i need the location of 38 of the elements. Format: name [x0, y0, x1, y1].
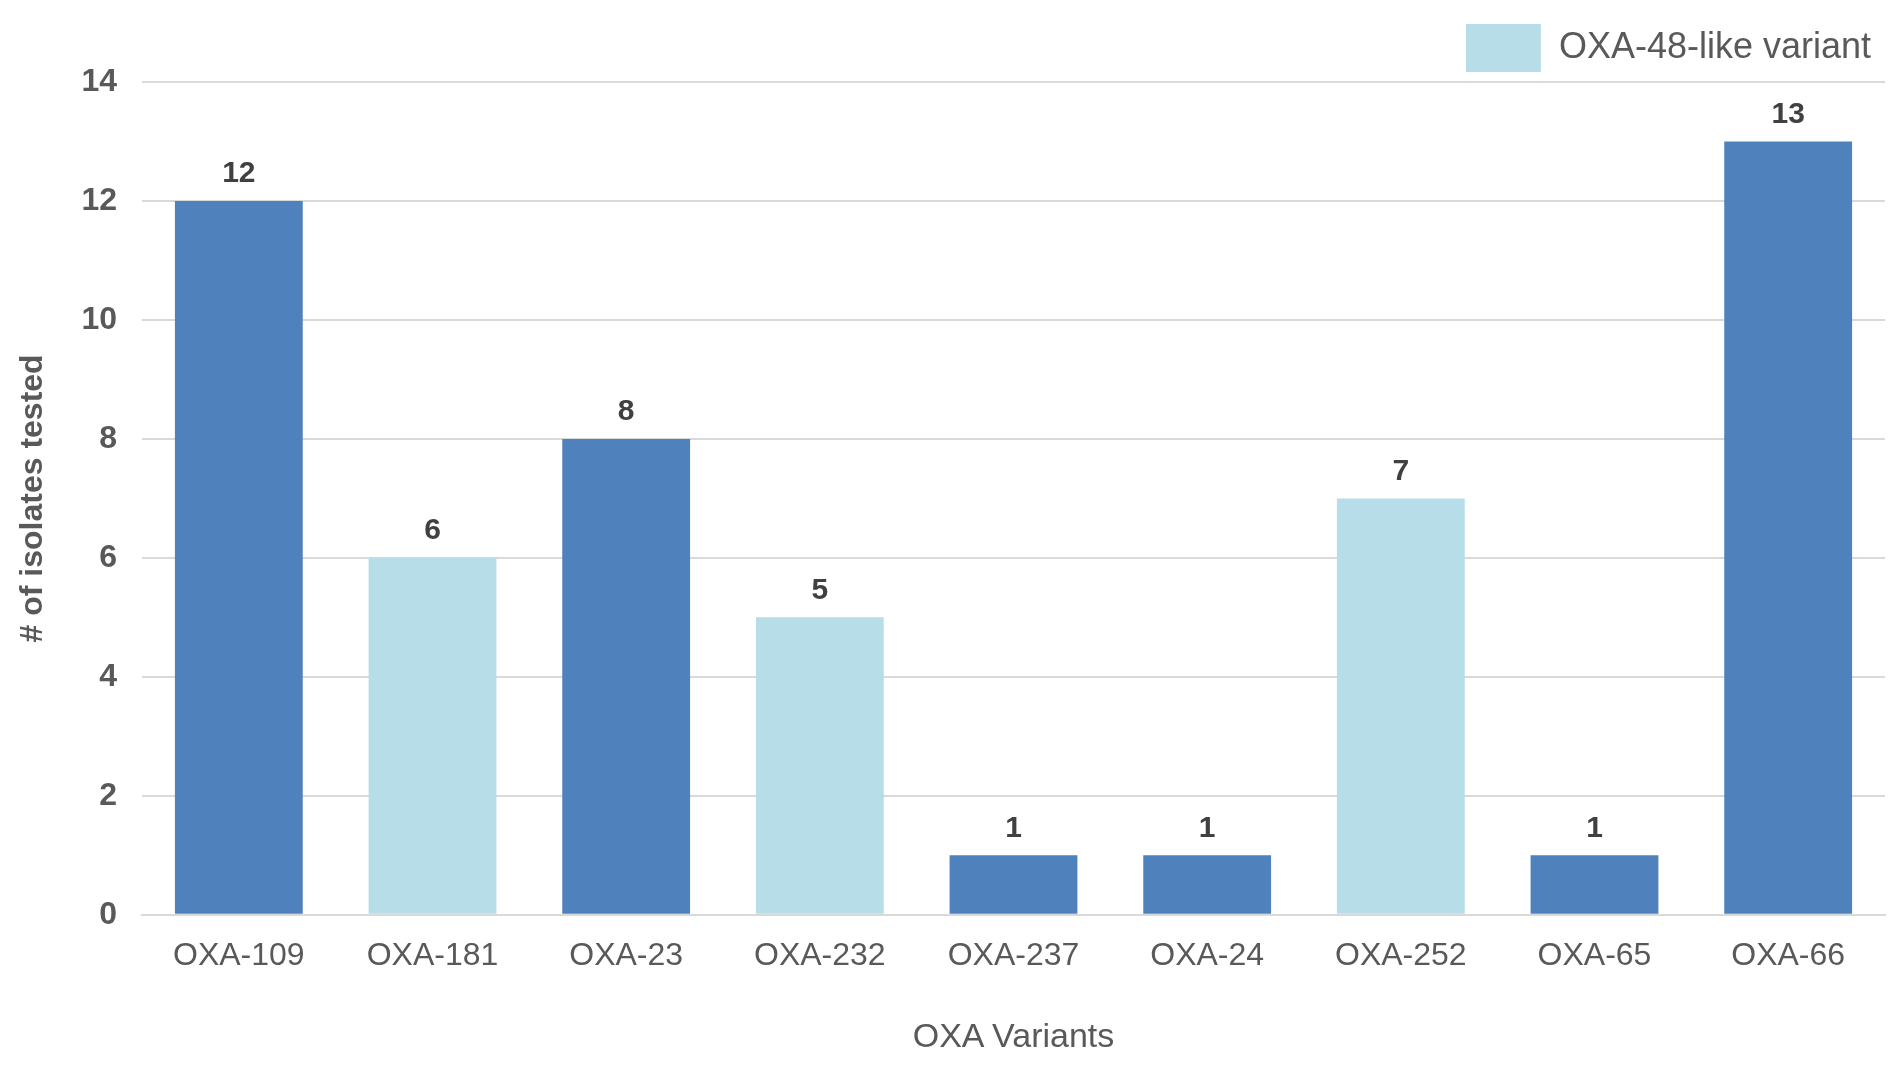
y-tick-label: 8 [99, 418, 117, 455]
bar [368, 557, 497, 914]
x-tick-label: OXA-237 [947, 935, 1080, 972]
data-label: 6 [424, 512, 441, 546]
bar [755, 617, 884, 914]
data-label: 1 [1198, 809, 1216, 843]
y-tick-label: 4 [99, 656, 118, 693]
bar [1724, 141, 1853, 914]
y-tick-label: 6 [99, 537, 117, 574]
data-label: 7 [1392, 452, 1410, 486]
data-label: 12 [222, 155, 256, 189]
bar [1143, 855, 1272, 914]
x-tick-label: OXA-232 [754, 935, 886, 972]
data-label: 8 [617, 393, 635, 427]
legend-label: OXA-48-like variant [1558, 24, 1872, 66]
bar [174, 200, 303, 914]
data-label: 13 [1771, 95, 1805, 129]
x-tick-label: OXA-65 [1537, 935, 1652, 972]
x-tick-label: OXA-66 [1731, 935, 1846, 972]
y-tick-label: 10 [81, 299, 117, 336]
x-axis-title: OXA Variants [912, 1015, 1115, 1054]
data-label: 5 [811, 571, 829, 605]
y-tick-label: 0 [99, 894, 117, 931]
y-tick-label: 2 [99, 775, 117, 812]
x-tick-label: OXA-109 [173, 935, 305, 972]
y-axis-title: # of isolates tested [13, 354, 50, 643]
data-label: 1 [1586, 809, 1603, 843]
x-tick-label: OXA-181 [366, 935, 499, 972]
x-tick-label: OXA-23 [569, 935, 684, 972]
bar [1336, 498, 1465, 914]
x-tick-label: OXA-252 [1335, 935, 1467, 972]
data-label: 1 [1005, 809, 1022, 843]
y-tick-label: 12 [81, 180, 117, 217]
y-tick-label: 14 [81, 61, 118, 98]
bar [949, 855, 1078, 914]
bar [1530, 855, 1659, 914]
x-tick-label: OXA-24 [1150, 935, 1265, 972]
bar [562, 438, 691, 914]
